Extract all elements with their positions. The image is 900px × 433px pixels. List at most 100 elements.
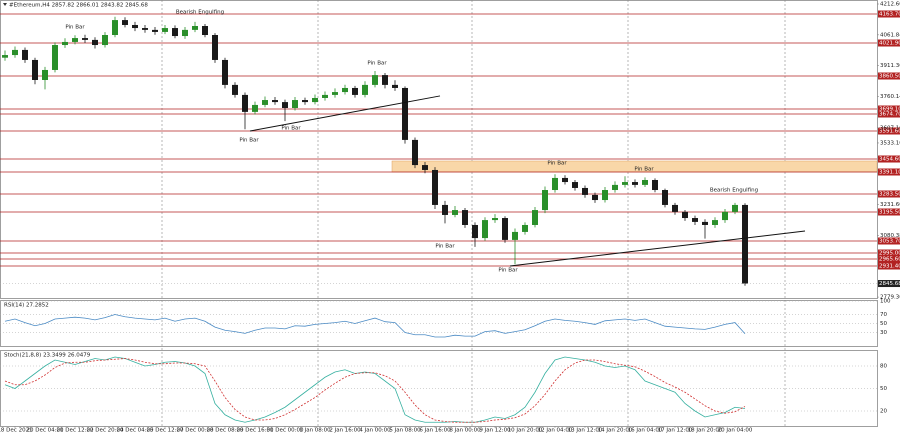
level-label: 3591.60 — [879, 128, 900, 134]
candle-body — [542, 190, 548, 211]
candle-body — [282, 102, 288, 109]
candle-body — [692, 218, 698, 222]
candle-body — [562, 177, 568, 183]
candle-body — [702, 221, 708, 225]
y-tick-label: 3760.14 — [880, 94, 900, 100]
pattern-annotation: Pin Bar — [239, 138, 259, 144]
x-tick-label: 5 Jan 08:00 — [389, 428, 421, 433]
level-label-box — [878, 237, 900, 245]
candle-body — [572, 182, 578, 188]
level-label-box — [878, 10, 900, 18]
candle-body — [462, 210, 468, 225]
y-tick-label: 50 — [880, 386, 887, 392]
level-label: 3391.10 — [879, 169, 900, 175]
x-tick-label: 18 Jan 20:00 — [688, 428, 723, 433]
candle-body — [712, 220, 718, 225]
level-label: 3283.50 — [879, 192, 900, 198]
pattern-annotation: Pin Bar — [367, 61, 387, 67]
candle-body — [652, 179, 658, 191]
candle-body — [32, 59, 38, 80]
candle-body — [52, 45, 58, 70]
candle-body — [162, 28, 168, 32]
level-label: 3699.10 — [879, 107, 900, 113]
y-tick-label: 4212.60 — [880, 2, 900, 8]
x-tick-label: 1 Jan 08:00 — [299, 428, 331, 433]
x-tick-label: 22 Dec 20:00 — [87, 428, 124, 433]
ohlc-low: 2843.82 — [101, 2, 124, 8]
candle-body — [352, 87, 358, 95]
level-label-box — [878, 155, 900, 163]
stoch-signal-value: 26.0479 — [68, 352, 91, 358]
candle-body — [742, 204, 748, 284]
candle-body — [242, 94, 248, 112]
stoch-main-value: 23.3499 — [43, 352, 66, 358]
candle-body — [222, 59, 228, 85]
candle-body — [482, 220, 488, 239]
level-label-box — [878, 39, 900, 47]
candle-body — [82, 38, 88, 40]
x-tick-label: 10 Jan 20:00 — [508, 428, 543, 433]
y-tick-label: 50 — [880, 321, 887, 327]
candle-body — [522, 224, 528, 232]
main-panel — [0, 0, 878, 299]
x-tick-label: 25 Dec 12:00 — [147, 428, 184, 433]
level-label: 3454.60 — [879, 157, 900, 163]
candle-body — [192, 26, 198, 30]
level-label: 2965.60 — [879, 257, 900, 263]
candle-body — [42, 69, 48, 80]
level-label: 4021.90 — [879, 40, 900, 46]
x-tick-label: 13 Jan 12:00 — [568, 428, 603, 433]
candle-body — [362, 84, 368, 95]
y-tick-label: 3080.38 — [880, 233, 900, 239]
y-tick-label: 3231.60 — [880, 202, 900, 208]
x-tick-label: 24 Dec 04:00 — [117, 428, 154, 433]
candle-body — [592, 194, 598, 201]
symbol: #Ethereum,H4 — [9, 2, 50, 8]
candle-body — [682, 211, 688, 219]
candle-body — [262, 100, 268, 105]
level-label-box — [878, 262, 900, 270]
candle-body — [132, 24, 138, 29]
x-tick-label: 20 Jan 04:00 — [718, 428, 753, 433]
y-tick-label: 80 — [880, 364, 887, 370]
candle-body — [452, 210, 458, 215]
level-label: 3053.70 — [879, 238, 900, 244]
candle-body — [402, 87, 408, 140]
candle-body — [732, 204, 738, 212]
candle-body — [312, 97, 318, 103]
level-label: 3860.50 — [879, 74, 900, 80]
ohlc-open: 2857.82 — [52, 2, 75, 8]
candle-body — [12, 49, 18, 56]
candle-body — [382, 75, 388, 85]
candle-body — [332, 92, 338, 95]
x-tick-label: 12 Jan 04:00 — [538, 428, 573, 433]
y-tick-label: 3533.10 — [880, 140, 900, 146]
candle-body — [662, 190, 668, 205]
y-tick-label: 3607.16 — [880, 125, 900, 131]
pattern-annotation: Pin Bar — [634, 167, 654, 173]
rsi-value: 27.2852 — [26, 302, 49, 308]
candle-body — [582, 187, 588, 195]
candle-body — [122, 20, 128, 25]
x-tick-label: 16 Jan 04:00 — [628, 428, 663, 433]
candle-body — [62, 41, 68, 46]
candle-body — [412, 139, 418, 166]
level-label-box — [878, 105, 900, 113]
candle-body — [302, 100, 308, 103]
candle-body — [92, 39, 98, 46]
stoch-header: Stoch(21,8,8) 23.3499 26.0479 — [4, 352, 91, 358]
y-tick-label: 2779.36 — [880, 295, 900, 301]
candle-body — [632, 182, 638, 185]
y-tick-label: 4061.84 — [880, 32, 900, 38]
candle-body — [672, 204, 678, 212]
x-tick-label: 17 Jan 12:00 — [658, 428, 693, 433]
week-separators — [161, 0, 786, 426]
x-tick-label: 9 Jan 12:00 — [479, 428, 511, 433]
pattern-annotation: Pin Bar — [547, 161, 567, 167]
candle-body — [102, 35, 108, 46]
level-label-box — [878, 110, 900, 118]
current-price-label: 2845.68 — [879, 281, 900, 287]
x-tick-label: 14 Jan 20:00 — [598, 428, 633, 433]
